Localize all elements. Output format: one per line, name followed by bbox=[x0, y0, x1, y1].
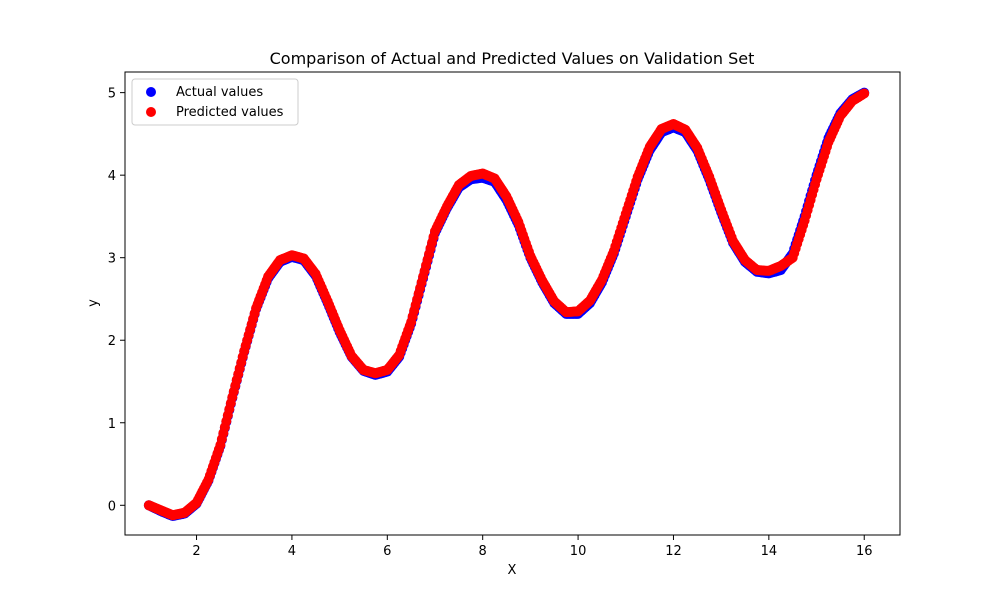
y-tick-label: 0 bbox=[108, 499, 116, 514]
x-tick-label: 14 bbox=[761, 544, 778, 559]
axes-frame bbox=[124, 71, 901, 536]
x-axis-label: X bbox=[508, 563, 517, 578]
legend: Actual values Predicted values bbox=[131, 78, 299, 126]
y-tick-label: 5 bbox=[108, 87, 116, 102]
x-tick-label: 12 bbox=[665, 544, 682, 559]
legend-label-actual: Actual values bbox=[176, 85, 263, 100]
y-tick-label: 4 bbox=[108, 169, 116, 184]
y-axis-label: y bbox=[86, 299, 101, 307]
legend-marker-actual bbox=[146, 87, 156, 97]
y-tick-label: 3 bbox=[108, 252, 116, 267]
legend-marker-predicted bbox=[146, 107, 156, 117]
series-predicted bbox=[143, 88, 870, 521]
plot-area bbox=[143, 87, 870, 522]
x-tick-label: 16 bbox=[856, 544, 873, 559]
chart-title: Comparison of Actual and Predicted Value… bbox=[270, 49, 755, 68]
y-tick-label: 2 bbox=[108, 334, 116, 349]
legend-label-predicted: Predicted values bbox=[176, 105, 284, 120]
legend-box bbox=[131, 78, 299, 126]
x-tick-label: 2 bbox=[192, 544, 200, 559]
x-tick-label: 4 bbox=[288, 544, 296, 559]
x-tick-label: 6 bbox=[383, 544, 391, 559]
predicted-point bbox=[859, 88, 870, 99]
x-tick-label: 8 bbox=[479, 544, 487, 559]
y-tick-label: 1 bbox=[108, 417, 116, 432]
x-tick-label: 10 bbox=[570, 544, 587, 559]
